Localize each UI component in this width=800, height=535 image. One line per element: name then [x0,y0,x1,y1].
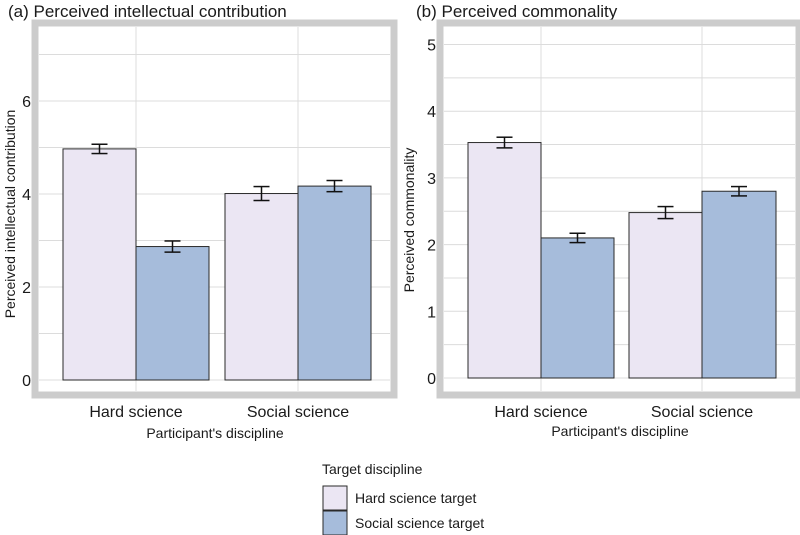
legend: Target discipline Hard science target So… [322,461,484,535]
y-tick-label: 1 [427,304,436,321]
legend-label-social-science: Social science target [355,515,484,531]
y-tick-label: 2 [427,238,436,255]
bar-hard-science-target [628,212,703,379]
panel-a-x-axis-label: Participant's discipline [146,425,284,441]
error-bar [569,232,586,244]
error-bar [91,143,108,155]
panel-a-frame [31,19,398,399]
error-bar [253,185,270,202]
x-tick-label: Hard science [494,404,587,421]
y-tick-label: 2 [22,280,31,297]
error-bar [164,240,181,253]
bar-social-science-target [297,185,372,381]
panel-b-error-bars [496,136,747,244]
bar-hard-science-target [224,193,299,381]
error-bar [496,136,513,149]
legend-swatch-hard-science [322,485,348,511]
bar-hard-science-target [467,142,542,379]
y-tick-label: 6 [22,94,31,111]
x-tick-label: Social science [651,404,753,421]
panel-a-y-axis-label: Perceived intellectual contribution [2,110,18,319]
y-tick-label: 4 [427,104,436,121]
panel-b: (b) Perceived commonality 0 1 2 3 4 5 Hard sc… [401,2,800,439]
y-tick-label: 5 [427,38,436,55]
error-bar [326,179,343,193]
legend-swatch-social-science [322,510,348,535]
panel-b-frame [436,19,800,399]
panel-a-x-ticks: Hard science Social science [89,404,349,421]
bar-social-science-target [701,190,777,379]
panel-a-y-ticks: 0 2 4 6 [22,94,31,390]
legend-label-hard-science: Hard science target [355,490,477,506]
bar-social-science-target [135,246,210,381]
y-tick-label: 0 [22,373,31,390]
error-bar [657,205,674,220]
bar-hard-science-target [62,148,137,381]
panel-a: (a) Perceived intellectual contribution … [2,2,398,441]
panel-a-bars [62,148,372,381]
y-tick-label: 0 [427,371,436,388]
panel-a-title: (a) Perceived intellectual contribution [8,2,287,21]
panel-b-title: (b) Perceived commonality [416,2,618,21]
x-tick-label: Social science [247,404,349,421]
y-tick-label: 4 [22,187,31,204]
panel-b-y-ticks: 0 1 2 3 4 5 [427,38,436,389]
x-tick-label: Hard science [89,404,182,421]
legend-title: Target discipline [322,461,423,477]
bar-social-science-target [540,237,615,379]
error-bar [731,185,747,197]
y-tick-label: 3 [427,171,436,188]
panel-a-error-bars [91,143,343,253]
panel-b-x-ticks: Hard science Social science [494,404,753,421]
panel-b-x-axis-label: Participant's discipline [551,423,689,439]
panel-b-y-axis-label: Perceived commonality [401,148,417,293]
panel-b-bars [467,142,777,379]
